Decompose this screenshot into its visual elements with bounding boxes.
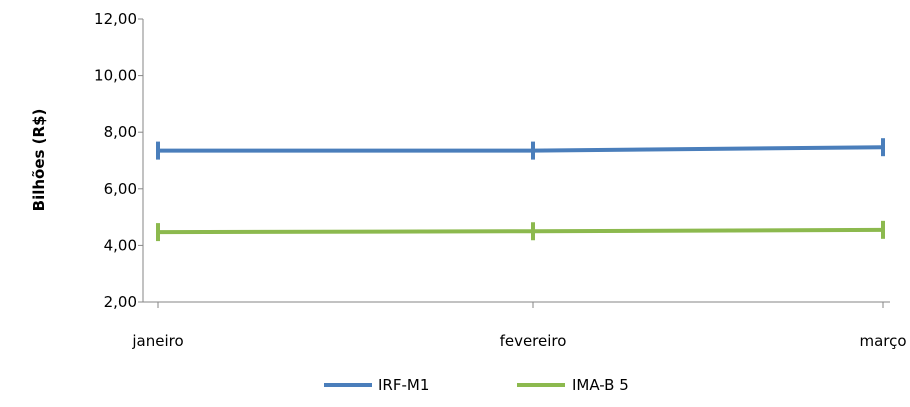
legend: IRF-M1 IMA-B 5 <box>324 376 629 394</box>
legend-item: IRF-M1 <box>324 376 429 394</box>
series-line <box>158 145 884 153</box>
legend-label: IRF-M1 <box>378 376 429 394</box>
legend-label: IMA-B 5 <box>572 376 629 394</box>
y-tick-label: 4,00 <box>104 236 137 254</box>
y-tick-label: 6,00 <box>104 180 137 198</box>
series-line <box>157 227 884 235</box>
legend-item: IMA-B 5 <box>517 376 629 394</box>
y-tick-label: 8,00 <box>104 123 137 141</box>
x-tick-label: fevereiro <box>500 332 567 350</box>
y-tick-label: 12,00 <box>94 10 137 28</box>
y-tick-label: 2,00 <box>104 293 137 311</box>
y-axis-title: Bilhões (R$) <box>30 109 48 212</box>
y-tick-label: 10,00 <box>94 67 137 85</box>
series-layer <box>156 138 885 242</box>
x-axis: janeiro fevereiro março <box>131 301 907 350</box>
series-irf-m1 <box>156 138 885 160</box>
series-ima-b-5 <box>156 220 885 242</box>
y-axis: 2,00 4,00 6,00 8,00 10,00 12,00 <box>94 10 144 311</box>
x-tick-label: março <box>859 332 906 350</box>
x-tick-label: janeiro <box>131 332 183 350</box>
